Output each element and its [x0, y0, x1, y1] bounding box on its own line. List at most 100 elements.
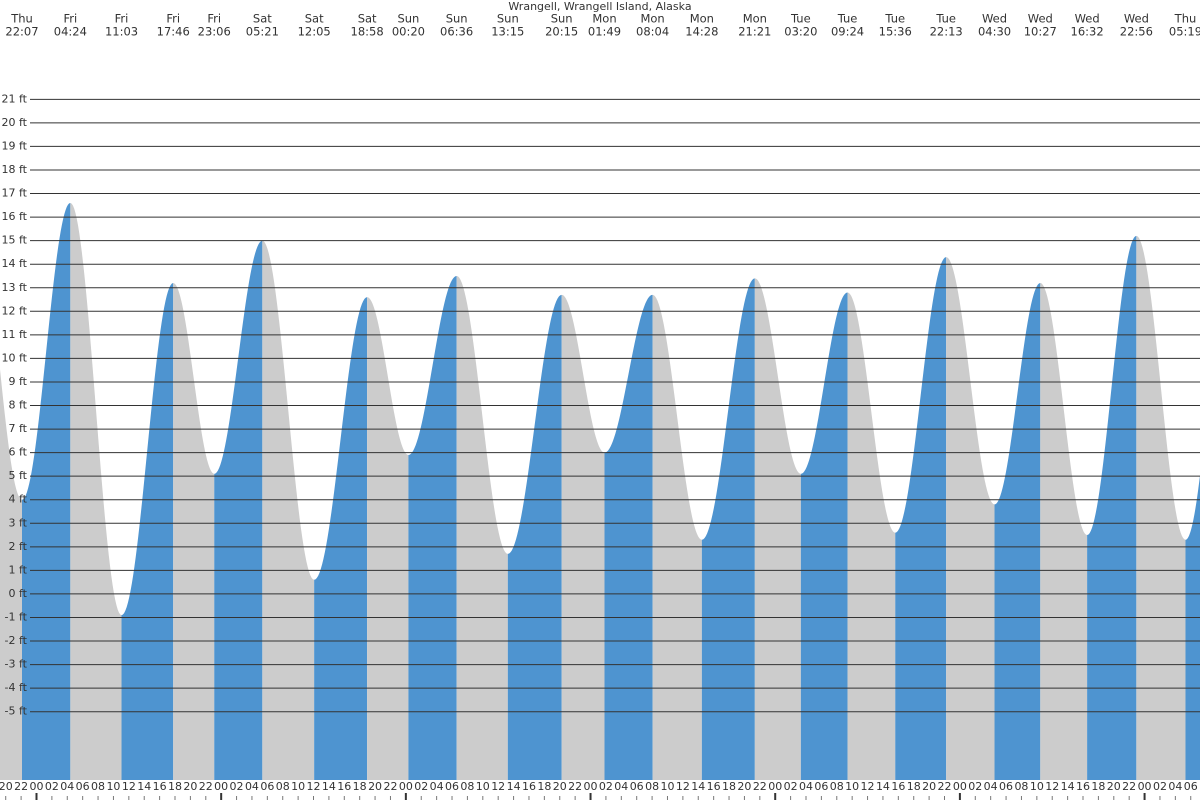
hour-label: 02 — [599, 780, 613, 793]
hour-label: 00 — [214, 780, 228, 793]
extreme-time: 12:05 — [298, 25, 331, 39]
y-tick-label: 20 ft — [2, 116, 28, 129]
tide-area — [895, 257, 947, 780]
tide-area — [994, 283, 1041, 780]
hour-label: 04 — [614, 780, 628, 793]
tide-area — [507, 294, 562, 780]
extreme-day: Wed — [1075, 12, 1100, 26]
hour-label: 22 — [753, 780, 767, 793]
y-tick-label: 0 ft — [9, 587, 28, 600]
tide-area — [408, 275, 457, 780]
hour-label: 04 — [1168, 780, 1182, 793]
hour-label: 00 — [1138, 780, 1152, 793]
hour-label: 16 — [707, 780, 721, 793]
hour-label: 18 — [353, 780, 367, 793]
y-tick-label: 11 ft — [2, 328, 28, 341]
tide-area — [70, 202, 122, 780]
hour-label: 08 — [645, 780, 659, 793]
y-tick-label: 4 ft — [9, 493, 28, 506]
hour-label: 22 — [938, 780, 952, 793]
extreme-day: Sat — [358, 12, 377, 26]
hour-label: 18 — [722, 780, 736, 793]
hour-label: 16 — [1076, 780, 1090, 793]
tide-area — [214, 240, 263, 780]
extreme-day: Sun — [551, 12, 573, 26]
y-tick-label: 10 ft — [2, 351, 28, 364]
y-tick-label: 1 ft — [9, 563, 28, 576]
hour-label: 08 — [460, 780, 474, 793]
extreme-time: 15:36 — [879, 25, 912, 39]
hour-label: 06 — [814, 780, 828, 793]
y-tick-label: 3 ft — [9, 516, 28, 529]
y-tick-label: 21 ft — [2, 92, 28, 105]
y-tick-label: 18 ft — [2, 163, 28, 176]
y-tick-label: 2 ft — [9, 540, 28, 553]
tide-area — [847, 292, 896, 780]
hour-label: 08 — [1014, 780, 1028, 793]
hour-label: 00 — [584, 780, 598, 793]
hour-label: 04 — [430, 780, 444, 793]
tide-area — [367, 297, 409, 780]
hour-label: 02 — [414, 780, 428, 793]
extreme-time: 22:07 — [5, 25, 38, 39]
extreme-time: 09:24 — [831, 25, 864, 39]
extreme-time: 10:27 — [1024, 25, 1057, 39]
extreme-day: Mon — [592, 12, 616, 26]
tide-area — [946, 257, 995, 780]
extreme-time: 05:21 — [246, 25, 279, 39]
y-tick-label: -1 ft — [5, 610, 28, 623]
hour-label: 08 — [276, 780, 290, 793]
y-tick-label: 9 ft — [9, 375, 28, 388]
y-tick-label: -4 ft — [5, 681, 28, 694]
extreme-time: 22:13 — [930, 25, 963, 39]
hour-label: 20 — [737, 780, 751, 793]
extreme-day: Mon — [690, 12, 714, 26]
hour-label: 06 — [630, 780, 644, 793]
hour-label: 10 — [106, 780, 120, 793]
tide-area — [604, 294, 653, 780]
extreme-day: Wed — [982, 12, 1007, 26]
hour-label: 06 — [1184, 780, 1198, 793]
tide-area — [701, 278, 755, 780]
extreme-day: Sun — [497, 12, 519, 26]
hour-label: 14 — [1061, 780, 1075, 793]
hour-label: 12 — [491, 780, 505, 793]
hour-label: 12 — [861, 780, 875, 793]
hour-label: 10 — [476, 780, 490, 793]
y-tick-label: 14 ft — [2, 257, 28, 270]
hour-label: 12 — [1045, 780, 1059, 793]
y-tick-label: 13 ft — [2, 281, 28, 294]
hour-label: 02 — [230, 780, 244, 793]
extreme-day: Fri — [115, 12, 129, 26]
extreme-time: 05:19 — [1169, 25, 1200, 39]
y-tick-label: -3 ft — [5, 658, 28, 671]
extreme-time: 04:24 — [54, 25, 87, 39]
tide-area — [754, 278, 801, 780]
y-tick-label: -5 ft — [5, 705, 28, 718]
tide-area — [173, 283, 215, 780]
hour-label: 16 — [153, 780, 167, 793]
hour-label: 02 — [45, 780, 59, 793]
extreme-time: 20:15 — [545, 25, 578, 39]
hour-label: 18 — [1091, 780, 1105, 793]
extreme-time: 14:28 — [685, 25, 718, 39]
tide-area — [1040, 283, 1088, 780]
extreme-day: Tue — [935, 12, 956, 26]
hour-label: 18 — [907, 780, 921, 793]
hour-label: 16 — [337, 780, 351, 793]
hour-label: 14 — [137, 780, 151, 793]
hour-label: 20 — [183, 780, 197, 793]
tide-area — [262, 240, 315, 780]
y-tick-label: 8 ft — [9, 399, 28, 412]
extreme-day: Mon — [743, 12, 767, 26]
hour-label: 12 — [676, 780, 690, 793]
hour-label: 20 — [368, 780, 382, 793]
y-tick-label: 16 ft — [2, 210, 28, 223]
hour-label: 22 — [568, 780, 582, 793]
hour-label: 08 — [91, 780, 105, 793]
hour-label: 10 — [660, 780, 674, 793]
extreme-time: 01:49 — [588, 25, 621, 39]
extreme-day: Tue — [837, 12, 858, 26]
extreme-day: Tue — [790, 12, 811, 26]
